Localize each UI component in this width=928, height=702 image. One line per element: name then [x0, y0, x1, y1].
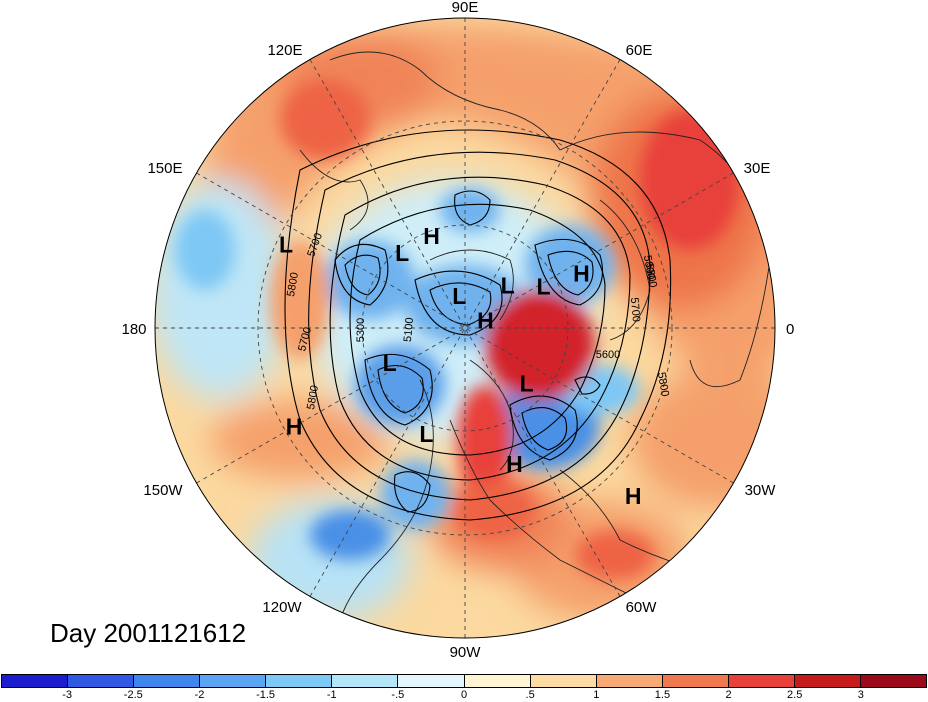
low-pressure-center: L [520, 371, 534, 397]
colorbar-segment [728, 675, 795, 687]
colorbar-segment [794, 675, 862, 687]
contour-label: 5800 [305, 384, 321, 410]
low-pressure-center: L [383, 350, 397, 376]
colorbar-segment [530, 675, 597, 687]
colorbar-segment [596, 675, 663, 687]
colorbar-tick-label: -.5 [391, 689, 405, 701]
high-pressure-center: H [477, 308, 494, 334]
contour-label: 5800 [655, 371, 671, 397]
colorbar-segment [662, 675, 729, 687]
longitude-label: 90W [450, 644, 482, 661]
contour-label: 5800 [285, 271, 301, 297]
high-pressure-center: H [506, 451, 523, 477]
map-title: Day 2001121612 [50, 618, 247, 648]
high-pressure-center: H [625, 483, 642, 509]
polar-map: 90E 60E 30E 0 30W 60W 90W 120W 150W 180 150E 120E 5… [121, 0, 794, 661]
low-pressure-center: L [501, 272, 515, 298]
colorbar-segment [2, 675, 69, 687]
graticule [155, 18, 775, 638]
colorbar-tick-label: -2.5 [123, 689, 143, 701]
map-border [154, 17, 776, 639]
longitude-label: 150W [143, 482, 183, 499]
longitude-labels: 90E 60E 30E 0 30W 60W 90W 120W 150W 180 150E 120E [121, 0, 794, 661]
longitude-label: 0 [786, 321, 794, 338]
colorbar-segment [398, 675, 465, 687]
longitude-label: 150E [147, 160, 182, 177]
longitude-label: 90E [452, 0, 479, 16]
colorbar-segment [861, 675, 927, 687]
contour-label: 5800 [641, 254, 657, 280]
contour-label: 5100 [402, 317, 416, 342]
longitude-label: 60W [626, 599, 658, 616]
high-pressure-center: H [286, 414, 303, 440]
low-pressure-center: L [536, 273, 550, 299]
contour-label: 5600 [596, 349, 620, 361]
longitude-label: 180 [121, 321, 146, 338]
height-contours [284, 129, 672, 521]
colorbar-ticks: -3 -2.5 -2 -1.5 -1 -.5 0 .5 1 1.5 2 2.5 3 [1, 689, 927, 702]
longitude-label: 30W [745, 482, 777, 499]
high-pressure-center: H [423, 223, 440, 249]
high-pressure-center: H [573, 261, 590, 287]
contour-label: 5800 [643, 262, 659, 288]
low-pressure-center: L [279, 232, 293, 258]
longitude-label: 120E [267, 42, 302, 59]
longitude-label: 60E [626, 42, 653, 59]
colorbar-tick-label: -1.5 [256, 689, 276, 701]
colorbar-segment [200, 675, 267, 687]
colorbar-segment [134, 675, 201, 687]
anomaly-field [155, 18, 775, 638]
colorbar-tick-label: 1 [593, 689, 600, 701]
colorbar-tick-label: 2 [725, 689, 732, 701]
colorbar-tick-label: -2 [194, 689, 205, 701]
low-pressure-center: L [395, 240, 409, 266]
colorbar-tick-label: -1 [326, 689, 337, 701]
colorbar [1, 674, 927, 688]
colorbar-tick-label: 0 [460, 689, 468, 701]
low-pressure-center: L [452, 283, 466, 309]
colorbar-segment [68, 675, 135, 687]
colorbar-tick-label: .5 [525, 689, 535, 701]
colorbar-tick-label: 1.5 [654, 689, 671, 701]
contour-label: 5700 [628, 297, 642, 322]
longitude-label: 120W [262, 599, 302, 616]
colorbar-segment [464, 675, 531, 687]
low-pressure-center: L [419, 421, 433, 447]
colorbar-segment [266, 675, 333, 687]
contour-label: 5300 [355, 318, 367, 342]
longitude-label: 30E [744, 160, 771, 177]
colorbar-tick-label: 3 [857, 689, 864, 701]
colorbar-tick-label: 2.5 [787, 689, 803, 701]
colorbar-segment [332, 675, 399, 687]
colorbar-tick-label: -3 [62, 689, 73, 701]
